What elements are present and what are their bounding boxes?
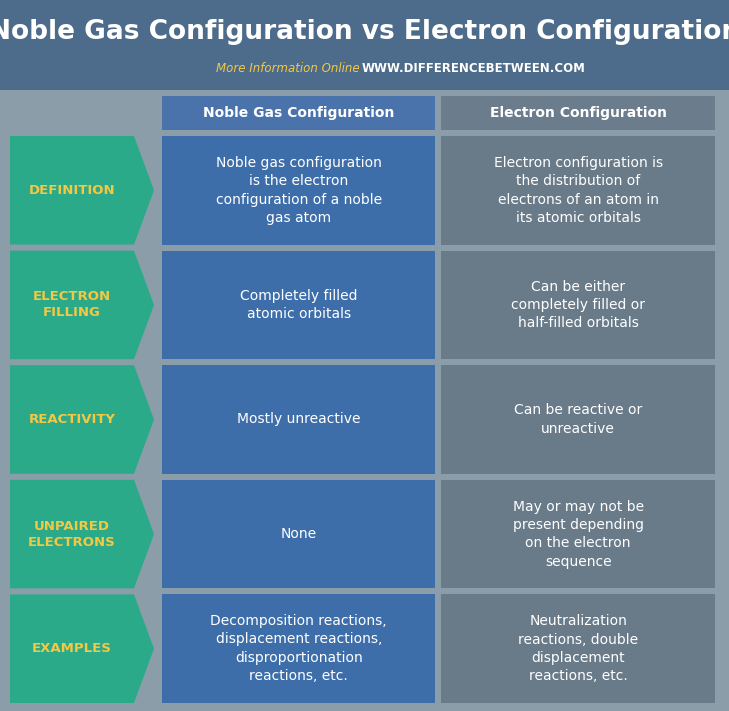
Text: Mostly unreactive: Mostly unreactive: [237, 412, 361, 427]
FancyBboxPatch shape: [442, 365, 715, 474]
Polygon shape: [10, 365, 154, 474]
Polygon shape: [10, 594, 154, 703]
Text: May or may not be
present depending
on the electron
sequence: May or may not be present depending on t…: [512, 500, 644, 569]
Text: Electron configuration is
the distribution of
electrons of an atom in
its atomic: Electron configuration is the distributi…: [494, 156, 663, 225]
Text: EXAMPLES: EXAMPLES: [32, 642, 112, 656]
FancyBboxPatch shape: [0, 0, 729, 90]
FancyBboxPatch shape: [442, 250, 715, 359]
Text: More Information Online: More Information Online: [216, 61, 359, 75]
Text: None: None: [281, 527, 317, 541]
Text: WWW.DIFFERENCEBETWEEN.COM: WWW.DIFFERENCEBETWEEN.COM: [362, 61, 585, 75]
FancyBboxPatch shape: [442, 594, 715, 703]
Text: Can be reactive or
unreactive: Can be reactive or unreactive: [514, 403, 642, 436]
Text: REACTIVITY: REACTIVITY: [28, 413, 115, 426]
FancyBboxPatch shape: [162, 136, 435, 245]
FancyBboxPatch shape: [442, 480, 715, 589]
Text: DEFINITION: DEFINITION: [28, 184, 115, 197]
Text: Noble Gas Configuration vs Electron Configuration: Noble Gas Configuration vs Electron Conf…: [0, 19, 729, 45]
Text: Decomposition reactions,
displacement reactions,
disproportionation
reactions, e: Decomposition reactions, displacement re…: [211, 614, 387, 683]
Text: UNPAIRED
ELECTRONS: UNPAIRED ELECTRONS: [28, 520, 116, 549]
Polygon shape: [10, 480, 154, 589]
Text: Neutralization
reactions, double
displacement
reactions, etc.: Neutralization reactions, double displac…: [518, 614, 639, 683]
FancyBboxPatch shape: [442, 96, 715, 130]
FancyBboxPatch shape: [162, 594, 435, 703]
Text: Noble Gas Configuration: Noble Gas Configuration: [203, 106, 394, 120]
Text: Electron Configuration: Electron Configuration: [490, 106, 667, 120]
Text: Noble gas configuration
is the electron
configuration of a noble
gas atom: Noble gas configuration is the electron …: [216, 156, 382, 225]
FancyBboxPatch shape: [162, 365, 435, 474]
FancyBboxPatch shape: [442, 136, 715, 245]
Text: Can be either
completely filled or
half-filled orbitals: Can be either completely filled or half-…: [511, 279, 645, 331]
Polygon shape: [10, 250, 154, 359]
Text: Completely filled
atomic orbitals: Completely filled atomic orbitals: [240, 289, 357, 321]
FancyBboxPatch shape: [162, 480, 435, 589]
FancyBboxPatch shape: [162, 250, 435, 359]
Text: ELECTRON
FILLING: ELECTRON FILLING: [33, 290, 111, 319]
FancyBboxPatch shape: [162, 96, 435, 130]
Polygon shape: [10, 136, 154, 245]
